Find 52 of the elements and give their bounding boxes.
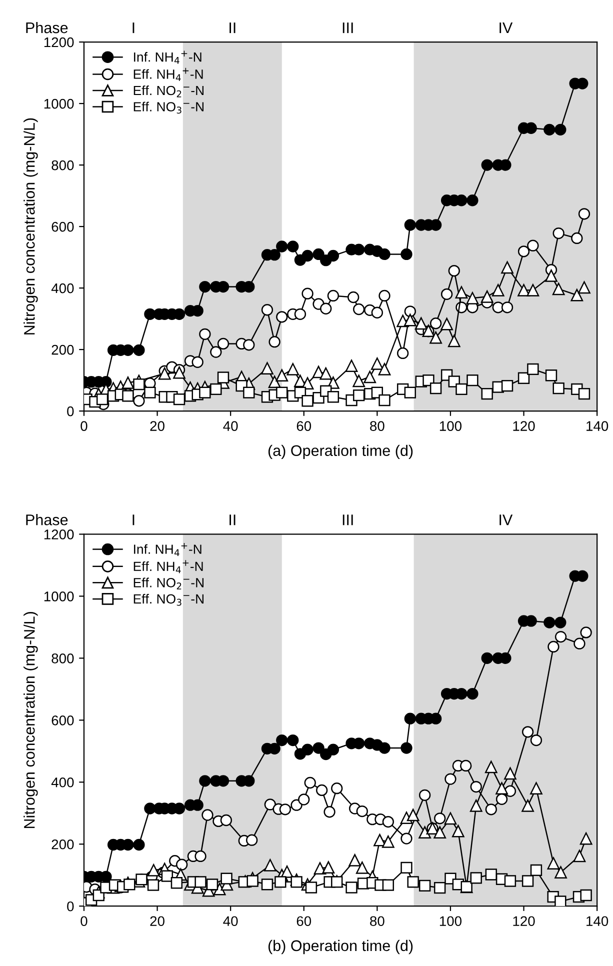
y-axis-title: Nitrogen concentration (mg-N/L) xyxy=(24,118,38,334)
band-label: IV xyxy=(500,514,513,526)
x-tick-label: 40 xyxy=(223,916,238,926)
x-tick-label: 60 xyxy=(296,916,312,926)
y-tick-label: 1200 xyxy=(44,37,74,48)
x-tick-label: 140 xyxy=(586,916,608,926)
x-axis-title: (b) Operation time (d) xyxy=(268,940,413,954)
x-tick-label: 20 xyxy=(150,916,164,926)
band-label: II xyxy=(230,514,236,526)
y-tick-label: 600 xyxy=(52,715,74,726)
y-tick-label: 400 xyxy=(51,283,74,294)
y-tick-label: 0 xyxy=(67,406,74,416)
x-tick-label: 140 xyxy=(586,421,608,431)
y-tick-label: 400 xyxy=(51,777,74,788)
y-tick-label: 200 xyxy=(52,344,74,355)
legend-label: Eff. NO$_{3}$$^{−}$-N xyxy=(134,594,204,606)
legend-label: Inf. NH$_{4}$$^{+}$-N xyxy=(134,50,202,64)
legend-label: Eff. NO$_{2}$$^{−}$-N xyxy=(134,85,204,98)
x-tick-label: 120 xyxy=(513,916,535,926)
y-axis-title: Nitrogen concentration (mg-N/L) xyxy=(24,612,38,828)
text: Phase xyxy=(26,514,68,526)
text: I xyxy=(132,514,134,526)
legend-label: Eff. NO$_{3}$$^{−}$-N xyxy=(134,102,204,114)
x-tick-label: 80 xyxy=(370,421,384,431)
legend-label: Inf. NH$_{4}$$^{+}$-N xyxy=(134,542,202,556)
y-tick-label: 1000 xyxy=(44,98,74,109)
band-label: IV xyxy=(500,22,513,34)
x-tick-label: 80 xyxy=(370,916,384,926)
x-tick-label: 0 xyxy=(80,916,88,926)
y-tick-label: 800 xyxy=(52,654,74,664)
x-tick-label: 120 xyxy=(513,421,535,431)
x-tick-label: 0 xyxy=(80,421,88,431)
x-tick-label: 40 xyxy=(223,421,238,431)
legend-label: Eff. NH$_{4}$$^{+}$-N xyxy=(134,560,203,574)
x-tick-label: 60 xyxy=(296,421,312,431)
x-axis-title: (a) Operation time (d) xyxy=(268,444,413,460)
text: III xyxy=(342,514,353,526)
y-tick-label: 600 xyxy=(52,222,74,232)
y-tick-label: 800 xyxy=(52,160,74,170)
x-tick-label: 20 xyxy=(150,421,164,431)
text: I xyxy=(132,22,134,34)
band-label: II xyxy=(230,22,236,34)
x-tick-label: 100 xyxy=(440,916,462,926)
text: III xyxy=(342,22,353,34)
y-tick-label: 1000 xyxy=(44,592,74,602)
y-tick-label: 0 xyxy=(67,901,74,912)
legend-label: Eff. NO$_{2}$$^{−}$-N xyxy=(134,578,204,590)
y-tick-label: 200 xyxy=(52,839,74,850)
legend-label: Eff. NH$_{4}$$^{+}$-N xyxy=(134,68,203,81)
x-tick-label: 100 xyxy=(440,421,462,431)
y-tick-label: 1200 xyxy=(44,530,74,540)
text: Phase xyxy=(26,22,68,34)
